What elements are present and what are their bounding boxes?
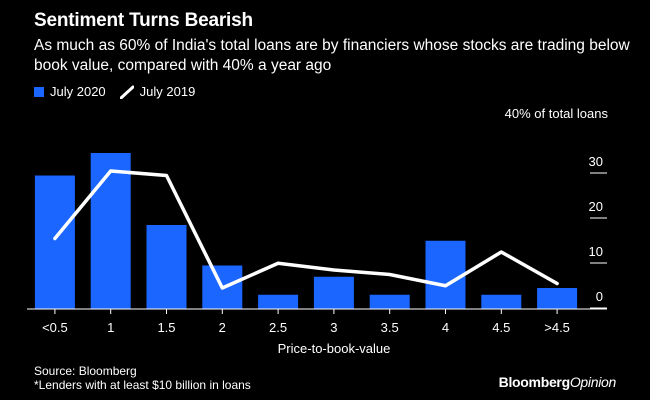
x-tick-label: 4.5: [492, 320, 510, 335]
legend: July 2020 July 2019: [34, 84, 209, 99]
x-tick-label: 3.5: [381, 320, 399, 335]
brand-sub: Opinion: [569, 374, 616, 390]
x-axis-label: Price-to-book-value: [278, 341, 391, 356]
line-series-july-2019: [53, 169, 559, 290]
x-tick-label: 4: [442, 320, 449, 335]
y-unit-label: 40% of total loans: [504, 106, 608, 121]
bar: [425, 240, 466, 309]
legend-bar-swatch: [34, 86, 44, 97]
y-tick-label: 20: [589, 199, 603, 214]
x-tick-label: 2.5: [269, 320, 287, 335]
y-tick-label: 0: [596, 289, 603, 304]
bar: [146, 225, 187, 309]
bar: [537, 288, 578, 309]
footnote: *Lenders with at least $10 billion in lo…: [34, 378, 251, 392]
y-tick-label: 30: [589, 154, 603, 169]
chart-subtitle: As much as 60% of India's total loans ar…: [34, 37, 630, 74]
legend-line-label: July 2019: [139, 84, 196, 99]
chart-title: Sentiment Turns Bearish: [34, 10, 253, 31]
brand-logo: BloombergOpinion: [498, 374, 617, 390]
x-tick-label: >4.5: [544, 320, 570, 335]
bar: [481, 294, 522, 309]
x-tick-label: 1: [107, 320, 114, 335]
legend-line-swatch: [119, 85, 134, 99]
bar: [313, 276, 354, 309]
brand-main: Bloomberg: [498, 374, 571, 390]
bar: [34, 175, 75, 309]
bar: [369, 294, 410, 309]
y-tick-label: 10: [589, 244, 603, 259]
bar: [90, 153, 131, 309]
legend-bar-label: July 2020: [50, 84, 106, 99]
legend-item-bar: July 2020: [34, 84, 106, 99]
bar: [258, 294, 299, 309]
legend-item-line: July 2019: [119, 84, 196, 99]
x-tick-label: 3: [330, 320, 337, 335]
x-tick-label: <0.5: [42, 320, 68, 335]
source-note: Source: Bloomberg: [34, 364, 137, 378]
x-tick-label: 2: [219, 320, 226, 335]
x-tick-label: 1.5: [157, 320, 175, 335]
